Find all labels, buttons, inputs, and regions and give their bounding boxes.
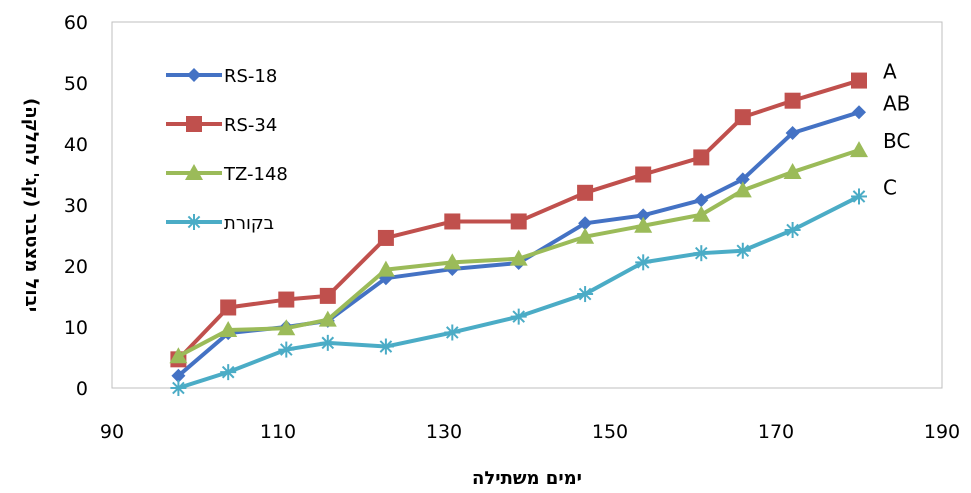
y-tick-label: 40 — [64, 134, 88, 156]
data-point — [850, 141, 868, 158]
data-point — [785, 126, 800, 141]
y-tick-label: 50 — [64, 73, 88, 95]
data-point — [735, 172, 750, 187]
legend-item: RS-34 — [166, 115, 277, 136]
data-point — [734, 109, 751, 126]
data-point — [220, 299, 237, 316]
data-point — [278, 341, 295, 358]
data-point — [319, 334, 336, 351]
legend-item: בקורת — [166, 213, 274, 234]
data-point — [169, 347, 188, 364]
data-point — [278, 291, 295, 308]
x-tick-label: 130 — [426, 421, 462, 443]
x-tick-label: 170 — [758, 421, 794, 443]
data-point — [509, 249, 528, 266]
legend-label: RS-34 — [224, 115, 277, 136]
legend-label: RS-18 — [224, 66, 277, 87]
data-point — [636, 208, 651, 223]
data-point — [634, 216, 653, 233]
legend-label: TZ-148 — [223, 164, 288, 185]
y-tick-label: 10 — [64, 317, 88, 339]
data-point — [510, 213, 527, 230]
series-בקורת — [170, 188, 867, 396]
annotations: A AB BC C — [883, 60, 910, 200]
data-point — [443, 253, 462, 270]
data-point — [444, 324, 461, 341]
data-point — [186, 214, 202, 230]
data-point — [377, 229, 394, 246]
data-point — [377, 338, 394, 355]
data-point — [171, 368, 186, 383]
series-layer — [169, 72, 868, 396]
data-point — [693, 149, 710, 166]
x-axis-ticks: 90 110 130 150 170 190 — [100, 421, 960, 443]
data-point — [852, 105, 866, 120]
data-point — [219, 321, 238, 338]
data-point — [318, 310, 337, 327]
data-point — [693, 245, 710, 262]
data-point — [187, 68, 201, 82]
data-point — [319, 287, 336, 304]
data-point — [170, 380, 187, 396]
data-point — [578, 216, 593, 231]
data-point — [444, 213, 461, 230]
x-tick-label: 190 — [924, 421, 960, 443]
data-point — [635, 166, 652, 183]
annotation-label: AB — [883, 91, 910, 115]
x-tick-label: 90 — [100, 421, 124, 443]
data-point — [510, 308, 527, 325]
x-axis-title: ימים משתילה — [472, 468, 582, 489]
data-point — [851, 188, 867, 205]
y-axis-ticks: 0 10 20 30 40 50 60 — [64, 12, 88, 400]
data-point — [186, 116, 202, 132]
y-tick-label: 20 — [64, 256, 88, 278]
y-tick-label: 30 — [64, 195, 88, 217]
data-point — [635, 254, 652, 271]
data-point — [851, 72, 867, 89]
annotation-label: BC — [883, 129, 910, 153]
data-point — [277, 319, 296, 336]
data-point — [694, 193, 709, 208]
data-point — [784, 92, 801, 109]
data-point — [577, 286, 594, 303]
data-point — [734, 242, 751, 259]
x-tick-label: 150 — [592, 421, 628, 443]
legend-item: TZ-148 — [166, 164, 288, 185]
data-point — [783, 163, 802, 180]
data-point — [784, 222, 801, 239]
y-tick-label: 60 — [64, 12, 88, 34]
legend-item: RS-18 — [166, 66, 277, 87]
data-point — [733, 181, 752, 198]
legend: RS-18 RS-34 TZ-148 בקורת — [166, 66, 288, 234]
annotation-label: A — [883, 60, 897, 84]
annotation-label: C — [883, 175, 897, 199]
y-axis-title: יבול מצטבר (קג' לחלקה) — [21, 98, 42, 312]
data-point — [220, 364, 237, 381]
data-point — [185, 164, 203, 180]
data-point — [577, 184, 594, 201]
legend-label: בקורת — [224, 213, 274, 234]
y-tick-label: 0 — [76, 378, 88, 400]
series-TZ-148 — [169, 141, 868, 364]
x-tick-label: 110 — [260, 421, 296, 443]
data-point — [376, 260, 395, 277]
data-point — [692, 205, 711, 222]
data-point — [576, 227, 595, 244]
plot-area — [111, 21, 943, 389]
